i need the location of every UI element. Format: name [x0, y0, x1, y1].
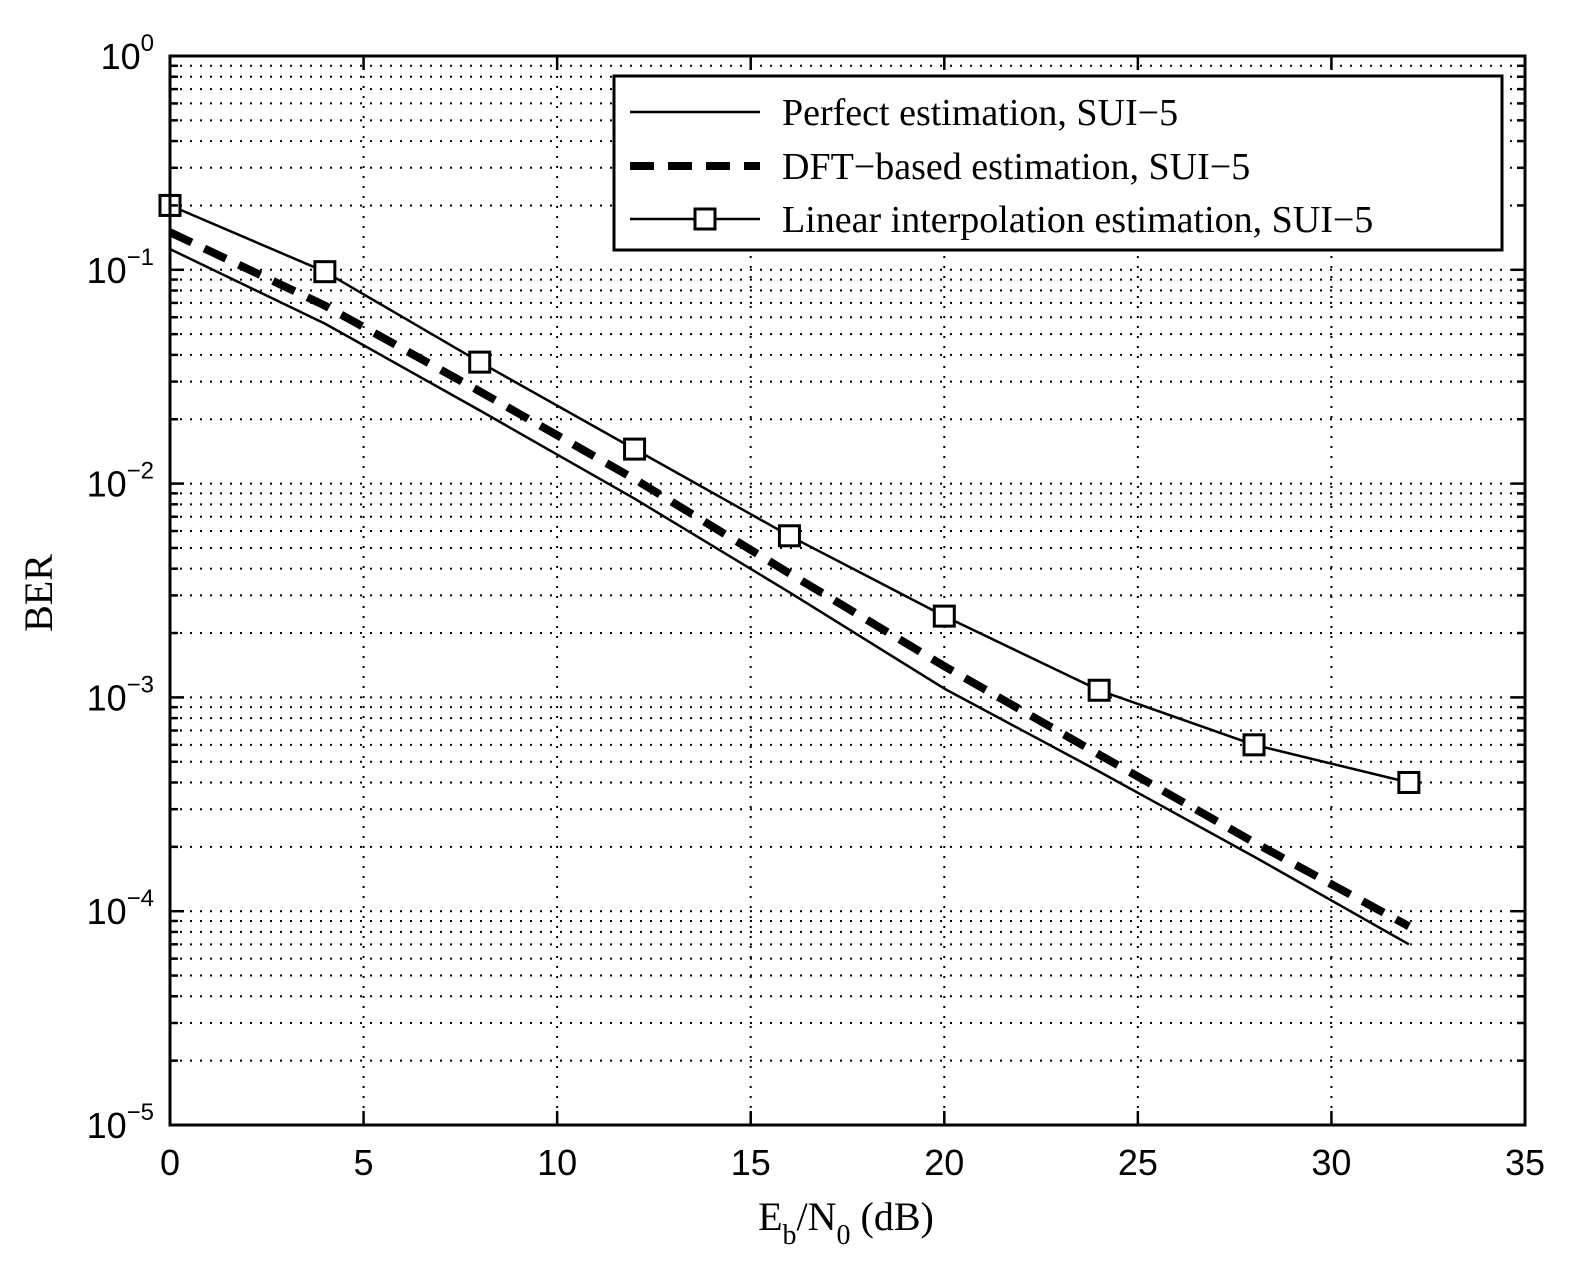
- x-tick-label: 25: [1118, 1142, 1158, 1183]
- legend-label-linear: Linear interpolation estimation, SUI−5: [782, 199, 1373, 241]
- x-tick-label: 5: [354, 1142, 374, 1183]
- x-tick-label: 35: [1505, 1142, 1545, 1183]
- x-tick-label: 0: [160, 1142, 180, 1183]
- legend: Perfect estimation, SUI−5 DFT−based esti…: [612, 74, 1504, 252]
- y-tick-label: 10−5: [87, 1099, 154, 1146]
- x-tick-labels: 0 5 10 15 20 25 30 35: [160, 1142, 1545, 1183]
- y-axis-label: BER: [16, 554, 61, 632]
- x-axis-label-sub1: b: [783, 1220, 797, 1251]
- series-marker-2: [932, 604, 956, 628]
- legend-box: [612, 74, 1504, 252]
- series-marker-2: [777, 524, 801, 548]
- y-tick-label: 10−1: [87, 244, 154, 291]
- series-line-1: [168, 228, 1411, 930]
- x-axis-label-sub2: 0: [837, 1220, 851, 1251]
- series-group: [158, 193, 1421, 946]
- y-tick-label: 10−2: [87, 458, 154, 505]
- x-tick-label: 10: [537, 1142, 577, 1183]
- x-tick-label: 15: [731, 1142, 771, 1183]
- series-marker-2: [1087, 678, 1111, 702]
- series-marker-2: [623, 437, 647, 461]
- x-axis-label-main: E: [758, 1194, 782, 1239]
- legend-marker-linear: [693, 207, 717, 231]
- grid: [170, 56, 1525, 1125]
- legend-label-dft: DFT−based estimation, SUI−5: [782, 146, 1250, 188]
- plot-frame: [168, 54, 1527, 1127]
- series-marker-2: [1242, 733, 1266, 757]
- x-axis-label: Eb/N0 (dB): [758, 1194, 934, 1251]
- legend-label-perfect: Perfect estimation, SUI−5: [782, 92, 1178, 134]
- series-marker-2: [1397, 770, 1421, 794]
- y-tick-label: 100: [101, 30, 154, 77]
- x-axis-label-mid: /N: [797, 1194, 837, 1239]
- y-tick-label: 10−3: [87, 671, 154, 718]
- series-line-0: [169, 247, 1410, 946]
- ticks: [168, 54, 1527, 1127]
- x-tick-label: 20: [924, 1142, 964, 1183]
- x-tick-label: 30: [1311, 1142, 1351, 1183]
- x-axis-label-unit: (dB): [851, 1194, 934, 1239]
- y-tick-label: 10−4: [87, 885, 154, 932]
- series-marker-2: [468, 350, 492, 374]
- series-marker-2: [313, 260, 337, 284]
- y-tick-labels: 100 10−1 10−2 10−3 10−4 10−5: [87, 30, 154, 1146]
